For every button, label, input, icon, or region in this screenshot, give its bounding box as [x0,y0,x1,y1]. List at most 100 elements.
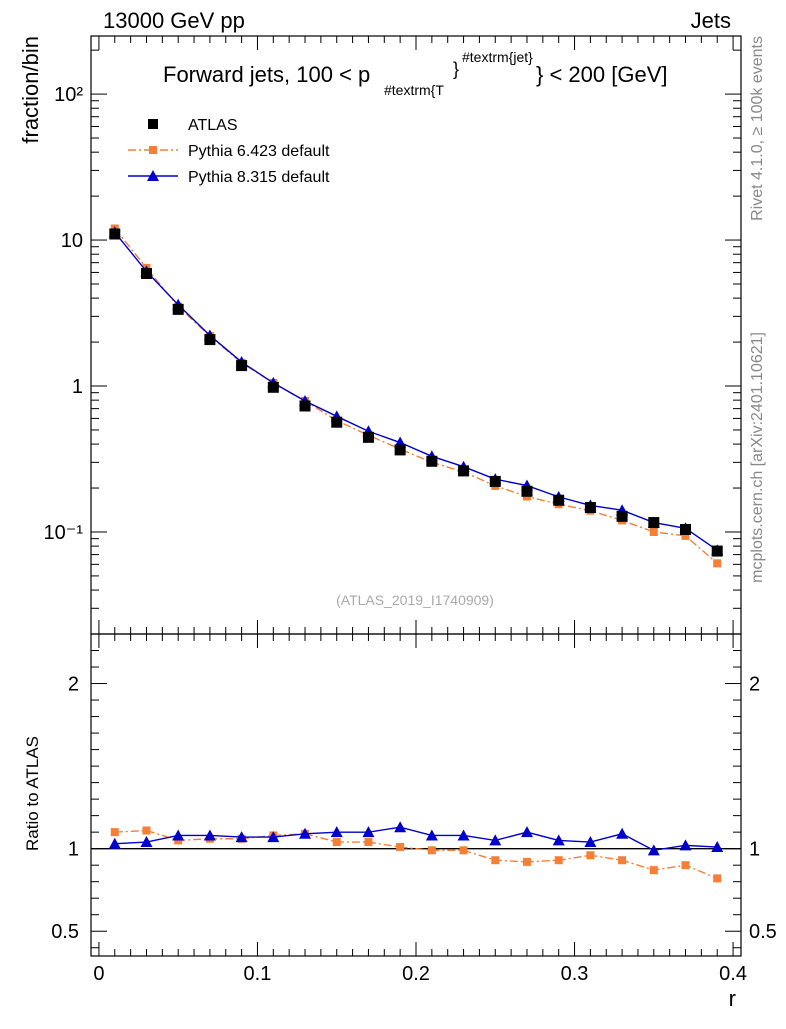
atlas-point [204,334,216,346]
atlas-point [648,517,660,529]
pythia6-point [149,146,157,154]
pythia6-point [459,846,468,855]
header-right: Jets [691,8,731,33]
pythia6-point [142,826,151,835]
ratio-series-line [114,829,718,880]
pythia8-point [235,831,248,843]
pythia6-point [364,838,373,847]
pythia8-point [711,841,724,853]
pythia6-point [649,527,658,536]
rivet-label: Rivet 4.1.0, ≥ 100k events [749,36,766,221]
pythia8-point [299,827,312,839]
pythia8-point [552,834,565,846]
header-left: 13000 GeV pp [103,8,245,33]
atlas-point [299,400,311,412]
pythia8-point [267,831,280,843]
pythia6-point [554,856,563,865]
pythia8-point [520,826,533,838]
pythia8-point [172,829,185,841]
pythia6-point [427,846,436,855]
atlas-point [236,360,248,372]
legend-label: ATLAS [188,117,238,134]
y-tick-label: 10⁻¹ [44,522,84,544]
ratio-tick-label: 1 [68,839,79,861]
pythia8-point [394,821,407,833]
ratio-y-axis-label: Ratio to ATLAS [23,736,42,851]
ratio-series-line [114,826,718,852]
pythia6-point [522,857,531,866]
pythia8-point [147,170,159,181]
pythia8-point [140,836,153,848]
atlas-point [680,523,692,535]
pythia8-point [679,839,692,851]
atlas-point [140,267,152,279]
y-tick-label: 10 [61,230,83,252]
atlas-point [109,228,121,240]
pythia8-point [108,837,121,849]
pythia8-point [647,844,660,856]
legend-label: Pythia 8.315 default [188,169,330,186]
pythia6-point [110,828,119,837]
title-end: } < 200 [GeV] [536,62,667,87]
legend-label: Pythia 6.423 default [188,143,330,160]
chart-title: Forward jets, 100 < p #textrm{T } #textr… [163,42,667,100]
pythia8-point [203,829,216,841]
mcplots-label: mcplots.cern.ch [arXiv:2401.10621] [749,332,766,583]
x-tick-label: 0 [93,963,104,985]
pythia6-point [332,838,341,847]
pythia6-point [618,856,627,865]
y-tick-label: 10² [54,84,83,106]
atlas-point [148,119,158,129]
atlas-point [489,475,501,487]
atlas-point [362,431,374,443]
pythia8-point [425,829,438,841]
atlas-point [584,502,596,514]
title-subscript: #textrm{T [384,82,444,98]
atlas-point [394,444,406,456]
atlas-point [267,381,279,393]
ratio-plot-frame [90,633,742,957]
title-main: Forward jets, 100 < p [163,62,370,87]
pythia8-point [616,827,629,839]
atlas-point [458,465,470,477]
pythia8-point [457,829,470,841]
atlas-point [711,545,723,557]
pythia8-point [489,834,502,846]
pythia8-point [362,826,375,838]
pythia6-point [713,874,722,883]
atlas-point [426,455,438,467]
pythia8-point [584,836,597,848]
ratio-tick-label: 2 [68,674,79,696]
series-1 [110,224,722,883]
atlas-point [553,494,565,506]
pythia6-point [396,843,405,852]
ratio-tick-label-right: 2 [749,674,760,696]
pythia6-point [649,866,658,875]
y-axis-label: fraction/bin [18,36,43,144]
main-series-line [114,231,718,551]
analysis-watermark: (ATLAS_2019_I1740909) [336,592,494,608]
x-tick-label: 0.3 [561,963,589,985]
pythia6-point [491,856,500,865]
x-tick-label: 0.4 [719,963,747,985]
atlas-point [172,303,184,315]
title-brace: } [453,59,459,79]
pythia6-point [586,851,595,860]
atlas-point [521,485,533,497]
series-2 [108,226,724,856]
pythia6-point [713,559,722,568]
x-tick-label: 0.2 [402,963,430,985]
x-tick-label: 0.1 [244,963,272,985]
atlas-point [616,510,628,522]
x-axis-label: r [729,986,736,1011]
ratio-tick-label-right: 0.5 [749,921,777,943]
y-tick-label: 1 [72,376,83,398]
series-0 [109,228,723,557]
pythia8-point [330,826,343,838]
title-superscript: #textrm{jet} [462,49,533,65]
pythia6-point [681,861,690,870]
atlas-point [331,416,343,428]
ratio-tick-label: 0.5 [51,921,79,943]
ratio-tick-label-right: 1 [749,839,760,861]
